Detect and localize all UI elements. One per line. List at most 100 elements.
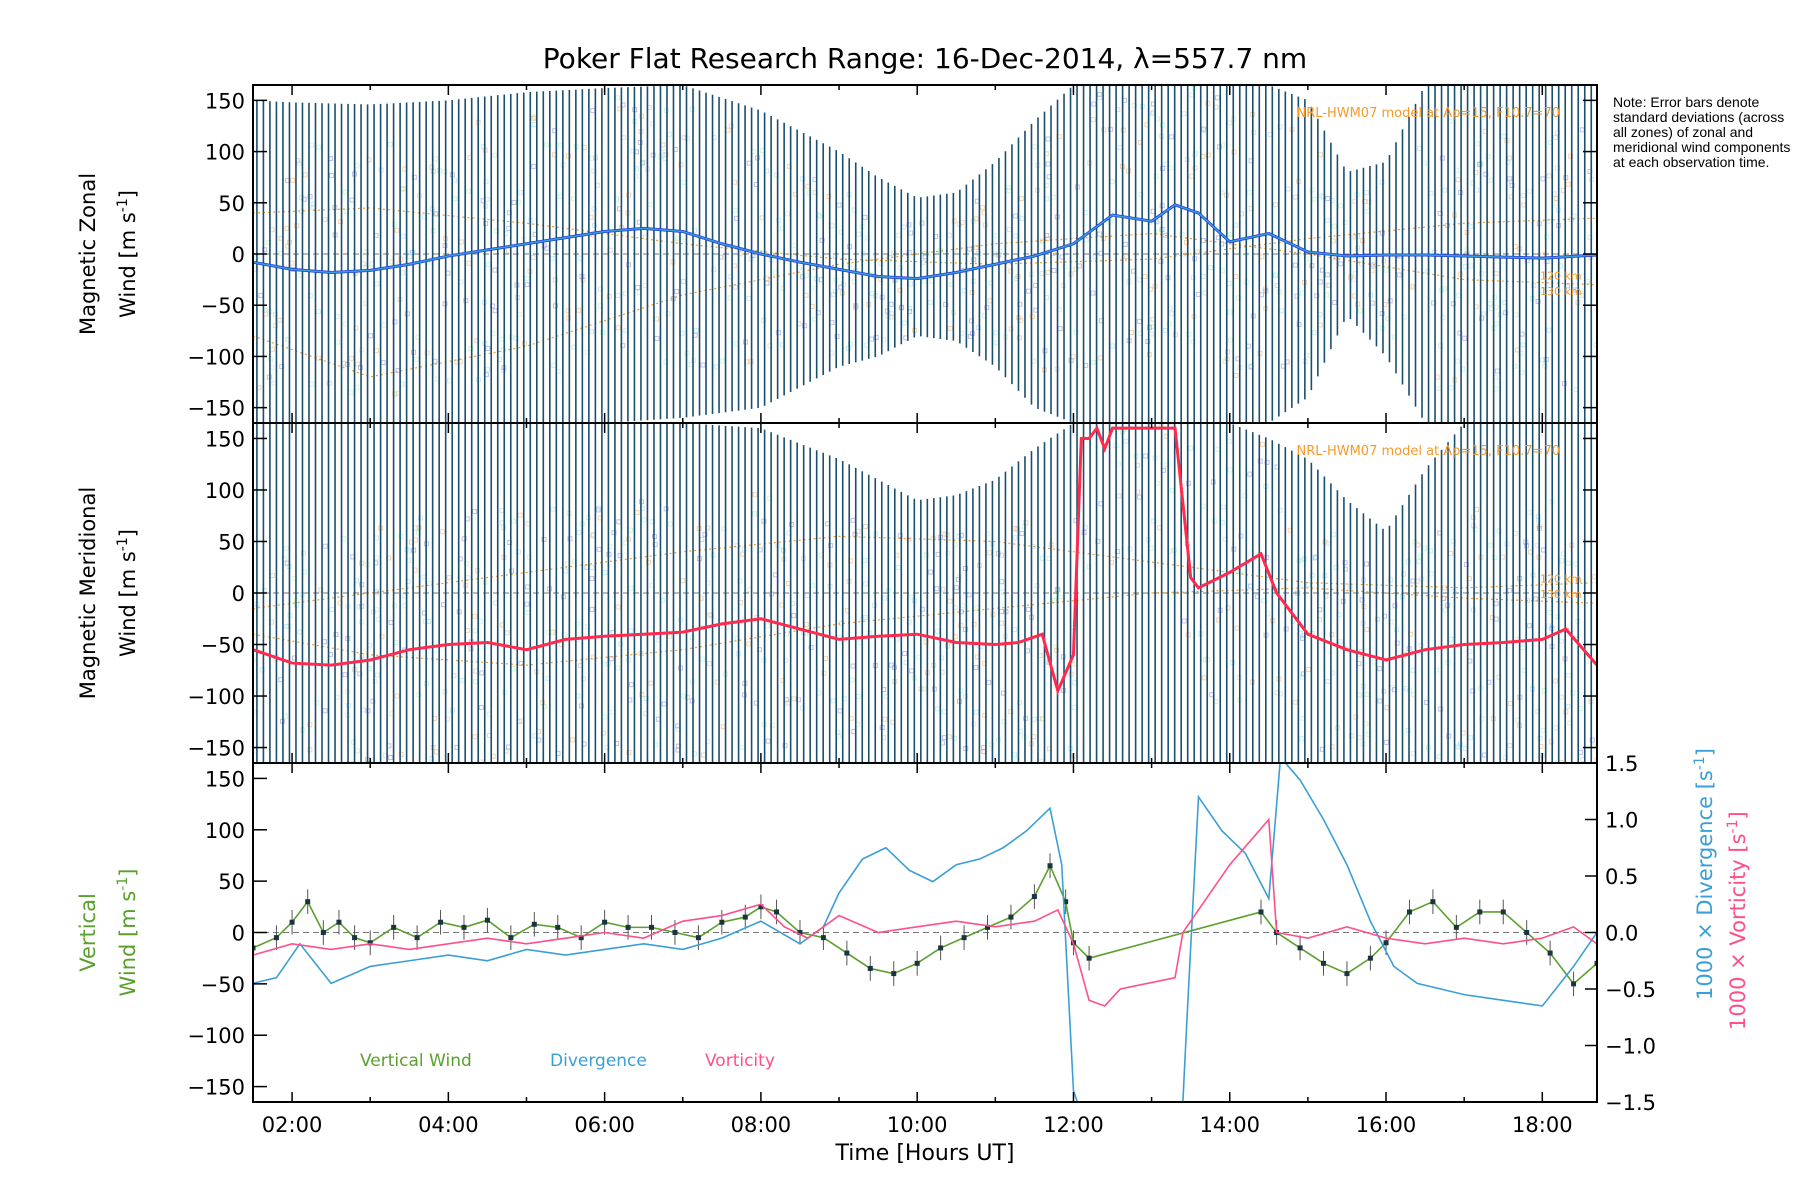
zone-sample-mark	[1233, 222, 1239, 228]
zone-sample-mark	[1032, 144, 1038, 150]
zone-sample-mark	[1468, 263, 1474, 269]
zone-sample-mark	[706, 661, 712, 667]
bracket: ]	[116, 869, 140, 877]
zone-sample-mark	[507, 540, 513, 546]
vertical-wind-point	[273, 935, 279, 941]
zone-sample-mark	[1330, 238, 1336, 244]
zone-sample-mark	[1110, 343, 1116, 349]
zone-sample-mark	[1228, 337, 1234, 343]
superscript: -1	[1692, 756, 1708, 770]
zone-sample-mark	[934, 586, 940, 592]
zone-sample-mark	[660, 142, 666, 148]
zone-sample-mark	[1208, 265, 1214, 271]
zone-sample-mark	[1566, 672, 1572, 678]
vertical-wind-point	[438, 919, 444, 925]
zone-sample-mark	[360, 707, 366, 713]
zone-sample-mark	[289, 260, 295, 266]
zone-sample-mark	[1324, 292, 1330, 298]
zone-sample-mark	[1044, 196, 1050, 202]
y-axis-tick-label: 50	[218, 192, 245, 216]
zone-sample-mark	[654, 335, 660, 341]
zone-sample-mark	[808, 644, 814, 650]
zone-sample-mark	[803, 292, 809, 298]
zone-sample-mark	[974, 605, 980, 611]
zone-sample-mark	[1363, 721, 1369, 727]
zone-sample-mark	[1379, 179, 1385, 185]
zone-sample-mark	[499, 507, 505, 513]
zone-sample-mark	[647, 202, 653, 208]
zone-sample-mark	[901, 320, 907, 326]
zone-sample-mark	[1136, 318, 1142, 324]
zone-sample-mark	[973, 664, 979, 670]
zone-sample-mark	[1468, 735, 1474, 741]
zone-sample-mark	[271, 380, 277, 386]
superscript: -1	[1725, 820, 1741, 834]
zone-sample-mark	[1045, 236, 1051, 242]
zone-sample-mark	[1364, 692, 1370, 698]
zone-sample-mark	[1227, 467, 1233, 473]
zone-sample-mark	[434, 749, 440, 755]
zone-sample-mark	[1226, 438, 1232, 444]
zone-sample-mark	[530, 254, 536, 260]
zone-sample-mark	[1401, 571, 1407, 577]
zone-sample-mark	[935, 706, 941, 712]
zone-sample-mark	[1448, 636, 1454, 642]
zone-sample-mark	[1086, 564, 1092, 570]
zone-sample-mark	[284, 545, 290, 551]
zone-sample-mark	[993, 330, 999, 336]
zone-sample-mark	[986, 679, 992, 685]
zone-sample-mark	[1065, 801, 1069, 805]
zone-sample-mark	[925, 251, 931, 257]
zone-sample-mark	[1358, 257, 1364, 263]
zone-sample-mark	[1561, 380, 1567, 386]
zone-sample-mark	[1501, 133, 1507, 139]
zone-sample-mark	[826, 193, 832, 199]
vorticity-line	[253, 817, 1597, 1007]
zone-sample-mark	[1553, 725, 1559, 731]
zone-sample-mark	[1494, 368, 1500, 374]
zone-sample-mark	[1396, 272, 1402, 278]
zone-sample-mark	[338, 219, 344, 225]
right-axis-tick-label: 0.5	[1605, 865, 1638, 889]
zone-sample-mark	[1357, 308, 1363, 314]
zone-sample-mark	[805, 183, 811, 189]
zone-sample-mark	[1364, 626, 1370, 632]
zone-sample-mark	[642, 283, 648, 289]
zone-sample-mark	[635, 285, 641, 291]
zone-sample-mark	[354, 163, 360, 169]
zone-sample-mark	[1109, 179, 1115, 185]
zone-sample-mark	[639, 692, 645, 698]
zone-sample-mark	[740, 745, 746, 751]
vertical-wind-point	[1453, 924, 1459, 930]
x-axis-tick-label: 04:00	[418, 1113, 479, 1137]
zone-sample-mark	[315, 766, 319, 770]
zone-sample-mark	[1503, 754, 1509, 760]
zone-sample-mark	[1325, 678, 1331, 684]
zone-sample-mark	[290, 177, 296, 183]
zone-sample-mark	[1331, 223, 1337, 229]
zone-sample-mark	[1233, 372, 1239, 378]
zone-sample-mark	[1531, 283, 1537, 289]
zone-sample-mark	[1472, 526, 1478, 532]
zone-sample-mark	[1123, 254, 1129, 260]
zone-sample-mark	[316, 309, 322, 315]
vertical-wind-point	[1321, 960, 1327, 966]
vertical-wind-point	[1594, 960, 1597, 966]
zone-sample-mark	[1377, 698, 1383, 704]
zone-sample-mark	[1201, 675, 1207, 681]
vertical-wind-point	[961, 935, 967, 941]
zone-sample-mark	[506, 744, 512, 750]
zone-sample-mark	[452, 178, 458, 184]
vertical-wind-point	[649, 924, 655, 930]
zone-sample-mark	[772, 270, 778, 276]
zone-sample-mark	[1442, 585, 1448, 591]
zone-sample-mark	[541, 243, 547, 249]
zone-sample-mark	[615, 95, 621, 101]
zone-sample-mark	[1507, 743, 1513, 749]
zone-sample-mark	[700, 362, 706, 368]
zone-sample-mark	[746, 641, 752, 647]
zone-sample-mark	[1142, 273, 1148, 279]
zone-sample-mark	[1181, 618, 1187, 624]
zone-sample-mark	[779, 602, 785, 608]
